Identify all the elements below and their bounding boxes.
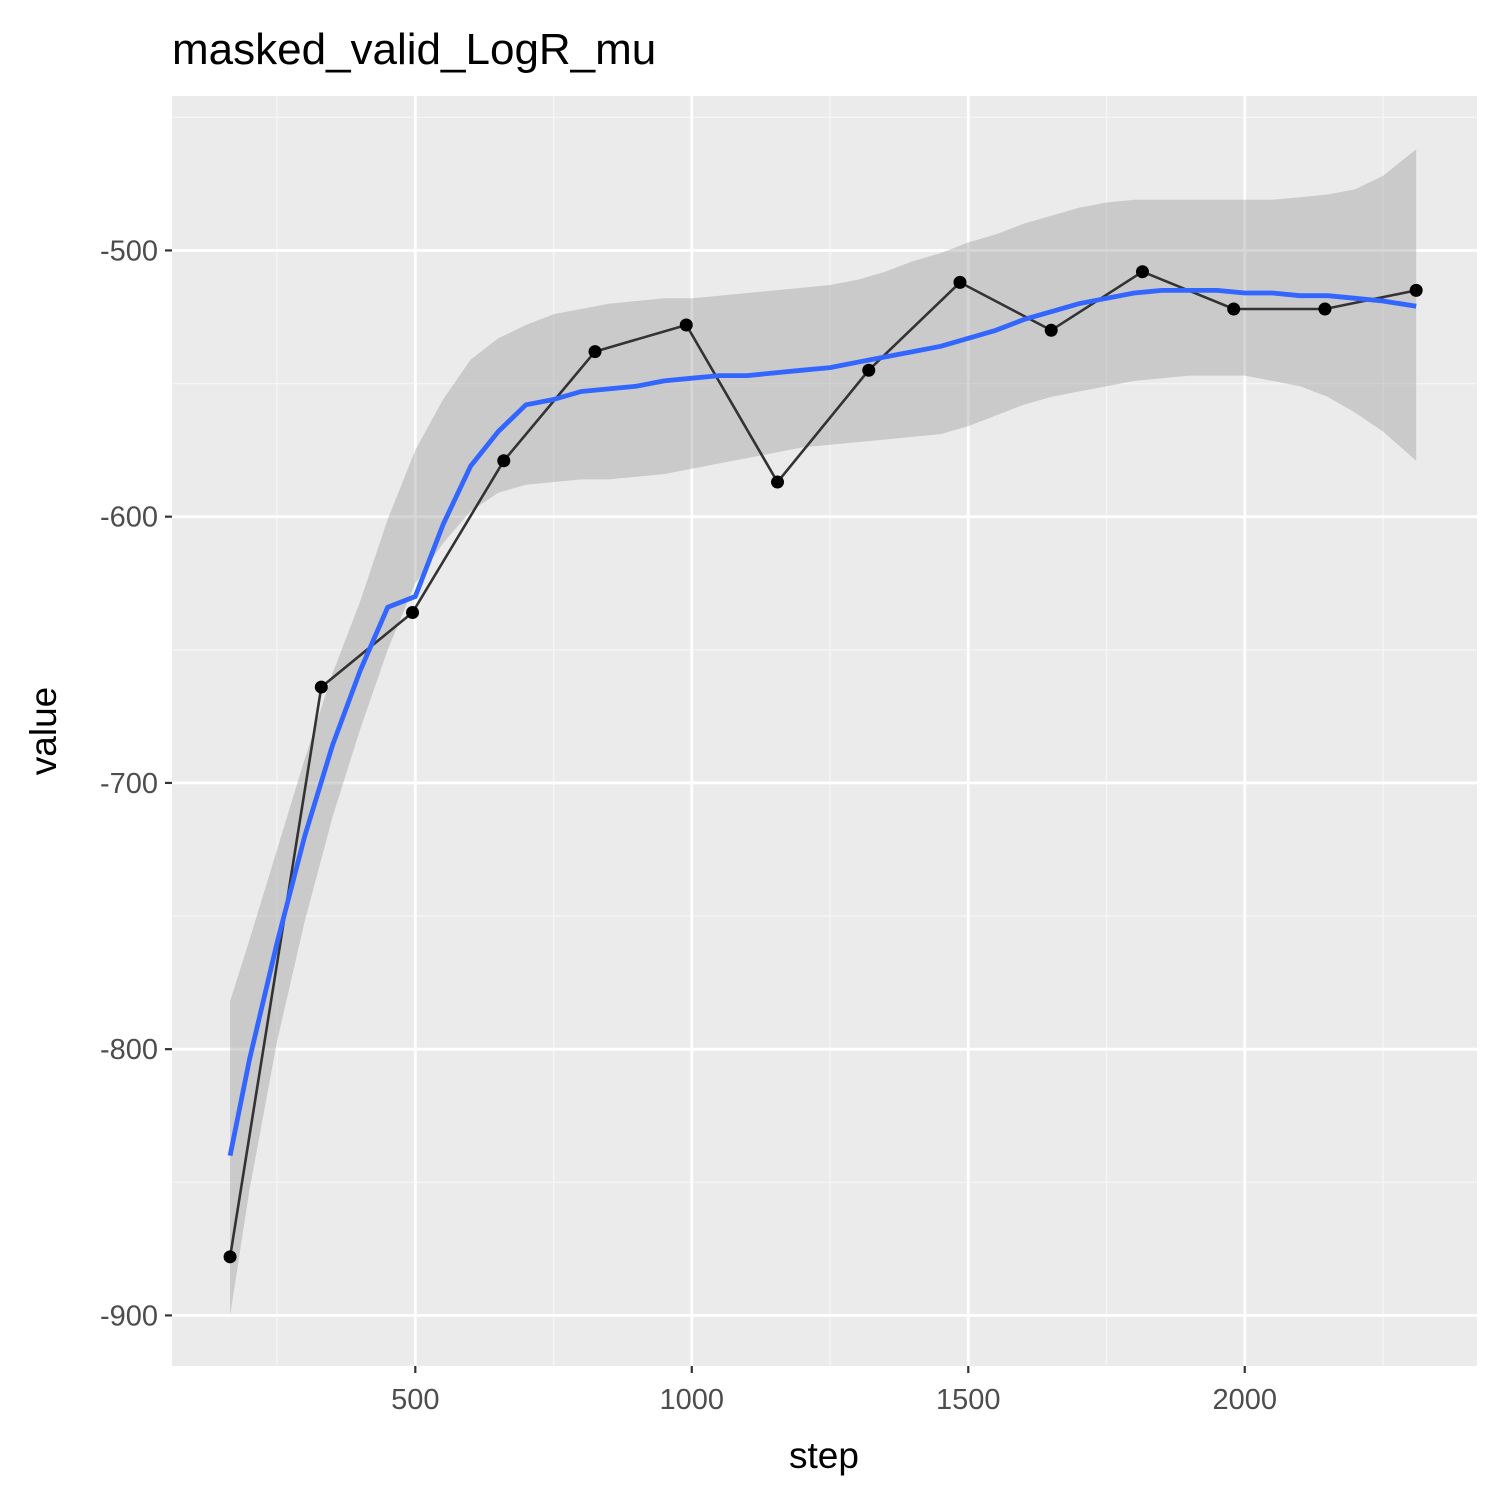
major-gridlines — [172, 96, 1477, 1366]
y-axis-ticks: -500 -600 -700 -800 -900 — [100, 235, 172, 1332]
x-tick-label: 500 — [391, 1384, 439, 1416]
data-point — [588, 345, 602, 359]
series-line-layer — [228, 270, 1417, 1258]
chart-title: masked_valid_LogR_mu — [172, 25, 656, 74]
data-point — [770, 475, 784, 489]
data-point — [406, 606, 420, 620]
data-point — [497, 454, 511, 468]
data-point — [1409, 283, 1423, 297]
y-tick-label: -500 — [100, 235, 158, 267]
minor-gridlines — [172, 96, 1477, 1366]
data-point — [862, 363, 876, 377]
y-axis-title: value — [23, 687, 64, 775]
y-tick-label: -900 — [100, 1300, 158, 1332]
confidence-band — [230, 149, 1417, 1316]
y-tick-label: -800 — [100, 1034, 158, 1066]
data-point — [679, 318, 693, 332]
x-axis-title: step — [789, 1435, 859, 1476]
data-point — [1227, 302, 1241, 316]
data-point — [314, 680, 328, 694]
data-points-layer — [223, 265, 1423, 1264]
data-point — [223, 1250, 237, 1264]
smooth-line-layer — [227, 287, 1417, 1157]
data-point — [1044, 323, 1058, 337]
confidence-band-layer — [230, 149, 1417, 1316]
y-tick-label: -700 — [100, 768, 158, 800]
x-axis-ticks: 500 1000 1500 2000 — [391, 1366, 1277, 1416]
data-point — [1318, 302, 1332, 316]
y-tick-label: -600 — [100, 502, 158, 534]
x-tick-label: 1000 — [660, 1384, 725, 1416]
x-tick-label: 1500 — [936, 1384, 1001, 1416]
data-point — [953, 275, 967, 289]
x-tick-label: 2000 — [1212, 1384, 1277, 1416]
series-line — [228, 270, 1417, 1258]
data-point — [1135, 265, 1149, 279]
plot-panel — [172, 96, 1477, 1366]
smooth-fit-line — [227, 287, 1417, 1157]
